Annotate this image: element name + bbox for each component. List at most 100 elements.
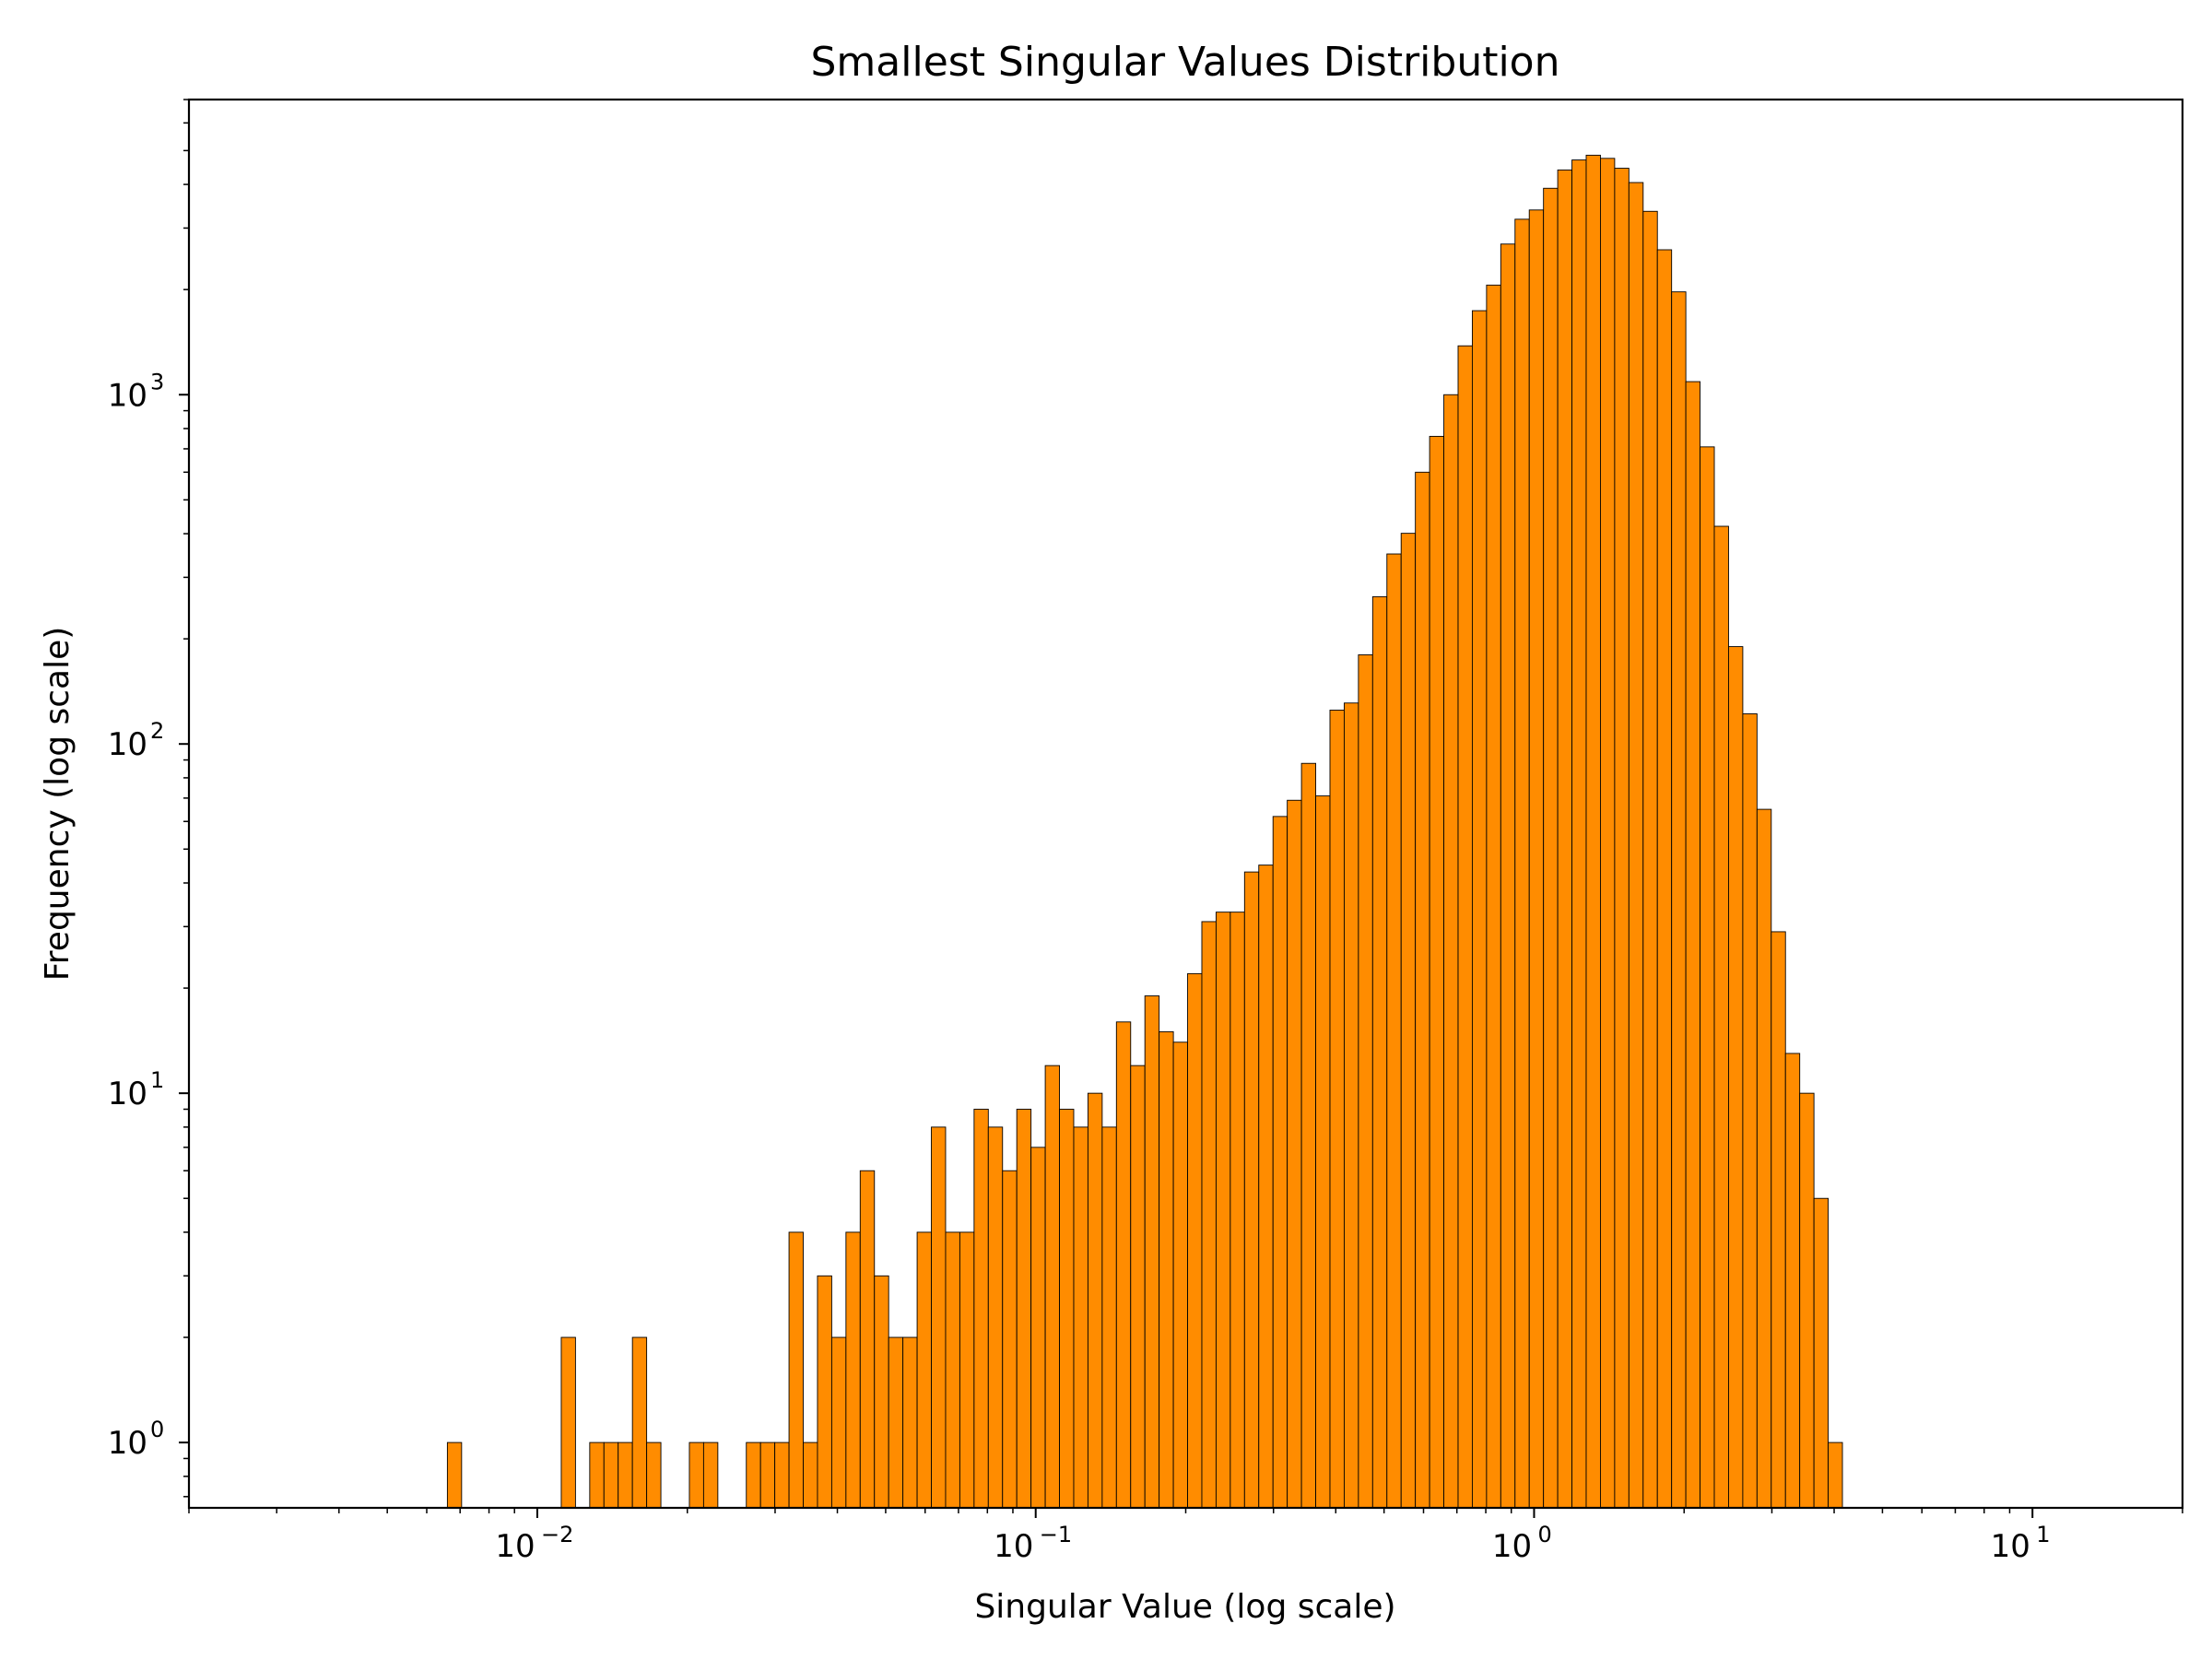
histogram-bar: [788, 1231, 804, 1509]
histogram-bar: [1514, 218, 1530, 1509]
histogram-bar: [1671, 291, 1687, 1509]
histogram-bar: [1443, 394, 1459, 1509]
histogram-bar: [1756, 808, 1772, 1509]
histogram-bar: [1386, 553, 1402, 1509]
histogram-bar: [1230, 912, 1245, 1509]
histogram-bar: [1187, 972, 1203, 1509]
histogram-bar: [702, 1441, 719, 1509]
histogram-bar: [1557, 169, 1573, 1509]
y-axis-label: Frequency (log scale): [39, 627, 76, 982]
x-tick-label: 10: [994, 1528, 1033, 1565]
histogram-bar: [845, 1231, 861, 1509]
x-axis-label: Singular Value (log scale): [974, 1588, 1395, 1626]
histogram-bar: [1813, 1197, 1830, 1509]
histogram-bar: [1500, 243, 1516, 1509]
histogram-bar: [1728, 646, 1744, 1509]
x-tick-label: 10: [1492, 1528, 1532, 1565]
histogram-bar: [1799, 1092, 1815, 1509]
histogram-bar: [1642, 210, 1658, 1509]
histogram-bar: [1656, 249, 1673, 1509]
histogram-bar: [1016, 1109, 1032, 1509]
histogram-bar: [1115, 1021, 1132, 1509]
histogram-bar: [1528, 209, 1545, 1509]
histogram-bar: [1371, 595, 1388, 1509]
histogram-bar: [1243, 871, 1260, 1509]
histogram-bar: [1700, 446, 1715, 1509]
histogram-bar: [1073, 1126, 1088, 1509]
histogram-bar: [1543, 187, 1559, 1509]
histogram-bar: [1059, 1109, 1075, 1509]
y-tick-exponent: 2: [150, 718, 164, 744]
histogram-bar: [1287, 799, 1302, 1509]
histogram-bar: [1343, 702, 1359, 1509]
histogram-bar: [446, 1441, 463, 1509]
histogram-bar: [1486, 284, 1501, 1509]
histogram-bar: [1771, 931, 1786, 1509]
x-tick-label: 10: [495, 1528, 535, 1565]
histogram-bar: [1429, 435, 1445, 1509]
histogram-bar: [1315, 795, 1331, 1509]
y-tick-label: 10: [108, 1425, 147, 1462]
histogram-bar: [631, 1336, 648, 1509]
histogram-bar: [874, 1275, 889, 1509]
histogram-bar: [1002, 1170, 1018, 1509]
histogram-bar: [746, 1441, 761, 1509]
histogram-bar: [1784, 1053, 1801, 1509]
histogram-bar: [1415, 471, 1430, 1509]
histogram-bar: [1329, 710, 1345, 1509]
histogram-bar: [560, 1336, 576, 1509]
histogram-bar: [1628, 182, 1644, 1509]
histogram-bar: [1599, 158, 1616, 1509]
x-tick-exponent: 1: [2036, 1522, 2050, 1547]
histogram-bar: [1614, 168, 1630, 1509]
histogram-bar: [817, 1275, 832, 1509]
histogram-bar: [1358, 654, 1373, 1509]
x-axis-ticks: 10 −2 10 −1 10 0 10 1: [188, 1508, 2183, 1565]
histogram-bar: [973, 1109, 989, 1509]
histogram-bar: [603, 1441, 619, 1509]
histogram-bar: [1457, 345, 1473, 1509]
chart-title: Smallest Singular Values Distribution: [811, 39, 1560, 86]
histogram-bar: [888, 1336, 904, 1509]
y-tick-exponent: 3: [150, 369, 164, 394]
histogram-bar: [1144, 995, 1160, 1509]
histogram-bar: [759, 1441, 776, 1509]
histogram-bar: [1087, 1092, 1103, 1509]
histogram-bar: [589, 1441, 605, 1509]
histogram-bar: [1685, 381, 1701, 1509]
histogram-bar: [1471, 310, 1488, 1509]
histogram-bar: [1215, 912, 1231, 1509]
histogram-bar: [1300, 762, 1316, 1509]
histogram-bar: [916, 1231, 932, 1509]
histogram-bar: [618, 1441, 633, 1509]
histogram-bar: [931, 1126, 947, 1509]
histogram-bar: [1044, 1065, 1060, 1509]
histogram-bar: [1172, 1041, 1188, 1509]
histogram-bar: [1400, 533, 1417, 1509]
x-tick-exponent: −1: [1040, 1522, 1072, 1547]
histogram-bar: [902, 1336, 918, 1509]
histogram-bar: [1130, 1065, 1146, 1509]
histogram-bar: [987, 1126, 1004, 1509]
x-tick-label: 10: [1991, 1528, 2030, 1565]
plot-frame: [187, 98, 2184, 1510]
histogram-bar: [945, 1231, 960, 1509]
histogram-bar: [1201, 921, 1217, 1509]
y-tick-exponent: 0: [150, 1417, 164, 1442]
y-tick-label: 10: [108, 1076, 147, 1112]
histogram-bar: [646, 1441, 662, 1509]
histogram-bar: [774, 1441, 790, 1509]
y-tick-label: 10: [108, 377, 147, 414]
histogram-bar: [688, 1441, 704, 1509]
histogram-bar: [1272, 816, 1288, 1509]
histogram-bar: [1159, 1030, 1174, 1509]
histogram-bar: [1713, 525, 1729, 1509]
histogram-bar: [1030, 1147, 1046, 1509]
histogram-bar: [959, 1231, 975, 1509]
histogram-bar: [803, 1441, 818, 1509]
histogram-bar: [830, 1336, 847, 1509]
histogram-bar: [1571, 159, 1587, 1509]
x-tick-exponent: −2: [541, 1522, 573, 1547]
